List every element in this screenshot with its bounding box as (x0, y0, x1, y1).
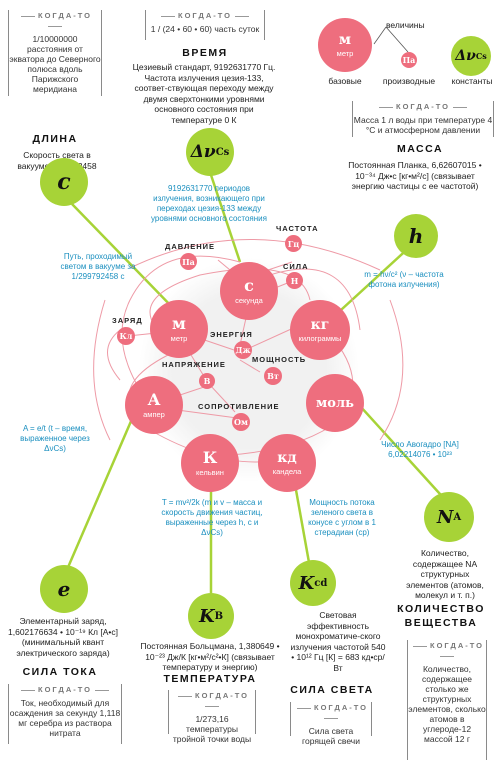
mass-definition: Постоянная Планка, 6,62607015 • 10⁻³⁴ Дж… (348, 160, 482, 191)
current-old-definition-box: КОГДА-ТО Ток, необходимый для осаждения … (8, 684, 122, 744)
amount-link-text: Число Авогадро [NA] 6,02214076 • 10²³ (381, 440, 459, 459)
luminous-definition: Световая эффективность монохроматиче-ско… (290, 610, 386, 673)
label-pressure: ДАВЛЕНИЕ (165, 242, 216, 251)
unit-kelvin: К кельвин (181, 434, 239, 492)
legend-values-label: величины (386, 20, 425, 30)
legend-derived-label: производные (382, 76, 436, 86)
unit-hertz: Гц (285, 235, 302, 252)
kogda-to-label: КОГДА-ТО (408, 641, 486, 661)
constant-e-icon: e (40, 565, 88, 613)
constant-h-icon: h (394, 214, 438, 258)
temperature-link-text: T = mv²/2k (m и v – масса и скорость дви… (161, 498, 263, 537)
length-link-text: Путь, проходимый светом в вакууме за 1/2… (60, 252, 136, 281)
length-old-definition-box: КОГДА-ТО 1/10000000 расстояния от эквато… (8, 10, 102, 96)
connector-kcd (294, 489, 312, 569)
time-old-definition-box: КОГДА-ТО 1 / (24 • 60 • 60) часть суток (145, 10, 265, 40)
kogda-to-label: КОГДА-ТО (353, 102, 493, 112)
unit-watt: Вт (264, 367, 282, 385)
unit-candela: кд кандела (258, 434, 316, 492)
time-old-definition: 1 / (24 • 60 • 60) часть суток (150, 24, 260, 34)
kogda-to-label: КОГДА-ТО (291, 703, 371, 723)
current-definition: Элементарный заряд, 1,602176634 • 10⁻¹⁹ … (8, 616, 118, 658)
unit-volt: В (199, 373, 215, 389)
unit-ampere: А ампер (125, 376, 183, 434)
temperature-definition: Постоянная Больцмана, 1,380649 • 10⁻²³ Д… (140, 641, 280, 672)
legend-derived-unit-icon: Па (401, 52, 417, 68)
time-definition: Цезиевый стандарт, 9192631770 Гц. Частот… (132, 62, 276, 125)
legend-base-label: базовые (328, 76, 362, 86)
legend-constant-label: константы (451, 76, 493, 86)
connector-h (329, 243, 414, 321)
kogda-to-label: КОГДА-ТО (9, 11, 101, 31)
current-link-text: A = e/t (t – время, выраженное через ΔνC… (20, 424, 90, 453)
label-frequency: ЧАСТОТА (276, 224, 319, 233)
unit-coulomb: Кл (117, 327, 135, 345)
connector-na (349, 394, 451, 506)
luminous-old-definition: Сила света горящей свечи (302, 726, 360, 746)
time-title: ВРЕМЯ (182, 47, 228, 59)
amount-old-definition: Количество, содержащее столько же структ… (408, 664, 486, 744)
mass-old-definition: Масса 1 л воды при температуре 4 °С и ат… (353, 115, 493, 135)
luminous-link-text: Мощность потока зеленого света в конусе … (308, 498, 376, 537)
label-resistance: СОПРОТИВЛЕНИЕ (198, 402, 280, 411)
label-charge: ЗАРЯД (112, 316, 143, 325)
unit-ohm: Ом (232, 413, 250, 431)
mass-title: МАССА (396, 143, 444, 155)
label-power: МОЩНОСТЬ (252, 355, 307, 364)
temperature-old-definition: 1/273,16 температуры тройной точки воды (172, 714, 252, 744)
connector-e (64, 404, 140, 573)
legend-base-unit-icon: м метр (318, 18, 372, 72)
amount-definition: Количество, содержащее NA структурных эл… (406, 548, 484, 600)
label-energy: ЭНЕРГИЯ (210, 330, 253, 339)
kogda-to-label: КОГДА-ТО (146, 11, 264, 21)
constant-c-icon: c (40, 158, 88, 206)
time-link-text: 9192631770 периодов излучения, возникающ… (151, 184, 267, 223)
current-old-definition: Ток, необходимый для осаждения за секунд… (9, 698, 121, 738)
unit-joule: Дж (234, 341, 252, 359)
luminous-old-definition-box: КОГДА-ТО Сила света горящей свечи (290, 702, 372, 746)
kogda-to-label: КОГДА-ТО (169, 691, 255, 711)
amount-title: КОЛИЧЕСТВО ВЕЩЕСТВА (397, 603, 485, 629)
unit-pascal: Па (180, 253, 197, 270)
connector-dnu (208, 171, 242, 263)
unit-kilogram: кг килограммы (290, 300, 350, 360)
unit-second: с секунда (220, 262, 278, 320)
legend-constant-icon: Δν Cs (451, 36, 491, 76)
temperature-title: ТЕМПЕРАТУРА (163, 673, 257, 685)
unit-meter: м метр (150, 300, 208, 358)
label-force: СИЛА (283, 262, 309, 271)
legend-pointer-lines (373, 26, 409, 53)
unit-mole: моль (306, 374, 364, 432)
luminous-title: СИЛА СВЕТА (290, 684, 374, 696)
mass-old-definition-box: КОГДА-ТО Масса 1 л воды при температуре … (352, 101, 494, 137)
length-old-definition: 1/10000000 расстояния от экватора до Сев… (9, 34, 101, 94)
kogda-to-label: КОГДА-ТО (9, 685, 121, 695)
unit-newton: Н (286, 272, 303, 289)
length-title: ДЛИНА (32, 133, 78, 145)
temperature-old-definition-box: КОГДА-ТО 1/273,16 температуры тройной то… (168, 690, 256, 744)
mass-link-text: m = hν/c² (ν – частота фотона излучения) (364, 270, 444, 289)
connector-c (71, 203, 176, 311)
constant-delta-nu-cs-icon: Δν Cs (186, 128, 234, 176)
label-voltage: НАПРЯЖЕНИЕ (162, 360, 226, 369)
current-title: СИЛА ТОКА (22, 666, 98, 678)
amount-old-definition-box: КОГДА-ТО Количество, содержащее столько … (407, 640, 487, 760)
